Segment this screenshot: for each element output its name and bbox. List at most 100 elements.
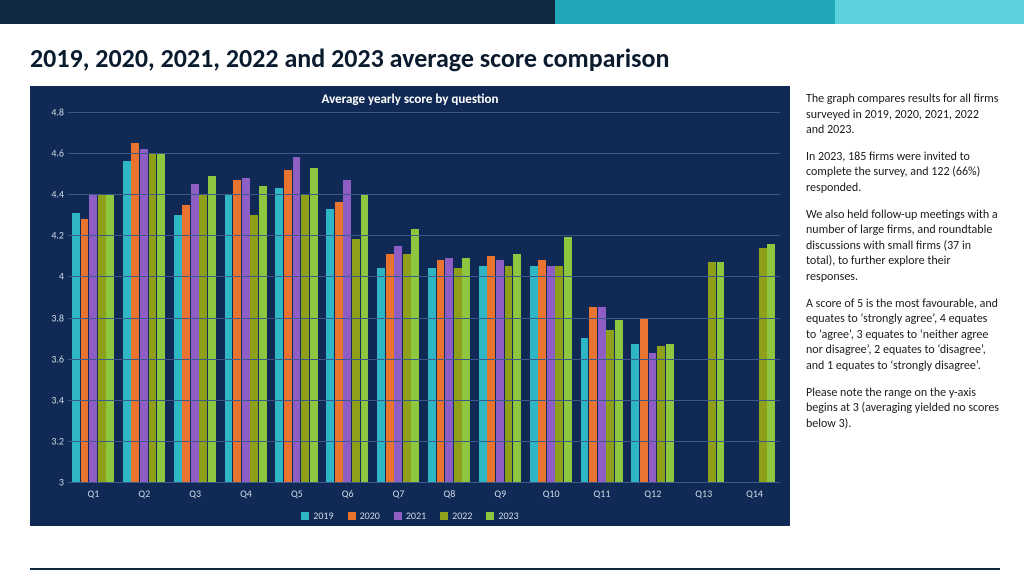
x-tick-label: Q11 [577, 487, 628, 500]
gridline [68, 235, 780, 236]
x-tick-label: Q12 [627, 487, 678, 500]
bar [445, 258, 453, 482]
legend-swatch [348, 512, 356, 520]
sidebar-p2: In 2023, 185 firms were invited to compl… [806, 150, 1000, 197]
bar [598, 307, 606, 482]
bar [310, 168, 318, 483]
legend-item: 2021 [394, 509, 426, 522]
bar [717, 262, 725, 482]
legend-swatch [440, 512, 448, 520]
bar [386, 254, 394, 482]
sidebar-text: The graph compares results for all firms… [806, 86, 1000, 526]
bar [530, 266, 538, 482]
x-tick-label: Q4 [221, 487, 272, 500]
gridline [68, 194, 780, 195]
bar-group: Q14 [729, 112, 780, 482]
bar-group: Q12 [627, 112, 678, 482]
bar [250, 215, 258, 482]
y-tick-label: 3.4 [38, 393, 64, 406]
bar [343, 180, 351, 482]
sidebar-p5: Please note the range on the y-axis begi… [806, 386, 1000, 433]
bar-group: Q13 [678, 112, 729, 482]
bar [140, 149, 148, 482]
legend-swatch [486, 512, 494, 520]
bar [242, 178, 250, 482]
bar [106, 194, 114, 482]
y-tick-label: 4.2 [38, 229, 64, 242]
legend-item: 2020 [348, 509, 380, 522]
sidebar-p4: A score of 5 is the most favourable, and… [806, 297, 1000, 375]
bar-group: Q4 [221, 112, 272, 482]
x-tick-label: Q7 [373, 487, 424, 500]
bar [564, 237, 572, 482]
legend-item: 2023 [486, 509, 518, 522]
bar [606, 330, 614, 482]
bar [293, 157, 301, 482]
gridline [68, 318, 780, 319]
header-seg-2 [555, 0, 835, 24]
sidebar-p3: We also held follow-up meetings with a n… [806, 208, 1000, 286]
bar [208, 176, 216, 482]
bar-group: Q7 [373, 112, 424, 482]
sidebar-p1: The graph compares results for all firms… [806, 92, 1000, 139]
header-bar [0, 0, 1024, 24]
page-title: 2019, 2020, 2021, 2022 and 2023 average … [0, 24, 1024, 86]
legend-item: 2019 [301, 509, 333, 522]
bar-group: Q6 [322, 112, 373, 482]
legend-item: 2022 [440, 509, 472, 522]
x-tick-label: Q13 [678, 487, 729, 500]
legend-swatch [301, 512, 309, 520]
footer-rule [30, 568, 1000, 570]
bar [437, 260, 445, 482]
bar [513, 254, 521, 482]
bar [411, 229, 419, 482]
bar [589, 307, 597, 482]
x-tick-label: Q3 [170, 487, 221, 500]
bar [759, 248, 767, 482]
bar [505, 266, 513, 482]
bar [555, 266, 563, 482]
bar [98, 194, 106, 482]
header-seg-1 [0, 0, 555, 24]
bar [81, 219, 89, 482]
bar [199, 194, 207, 482]
bar [666, 344, 674, 482]
gridline [68, 276, 780, 277]
chart-title: Average yearly score by question [30, 86, 790, 109]
gridline [68, 441, 780, 442]
header-seg-3 [835, 0, 1024, 24]
bar [496, 260, 504, 482]
legend-label: 2022 [452, 509, 472, 522]
bar [454, 268, 462, 482]
legend-label: 2023 [498, 509, 518, 522]
x-tick-label: Q9 [475, 487, 526, 500]
legend-label: 2020 [360, 509, 380, 522]
bar [275, 188, 283, 482]
bar [767, 244, 775, 482]
bar [89, 194, 97, 482]
x-tick-label: Q5 [271, 487, 322, 500]
bar [538, 260, 546, 482]
bar [581, 338, 589, 482]
legend-label: 2019 [313, 509, 333, 522]
y-tick-label: 4 [38, 270, 64, 283]
bar-group: Q1 [68, 112, 119, 482]
bar [708, 262, 716, 482]
bar [301, 194, 309, 482]
bar [547, 266, 555, 482]
y-tick-label: 3.8 [38, 311, 64, 324]
bar [284, 170, 292, 482]
gridline [68, 112, 780, 113]
chart-bars-layer: Q1Q2Q3Q4Q5Q6Q7Q8Q9Q10Q11Q12Q13Q14 [68, 112, 780, 482]
bar-group: Q2 [119, 112, 170, 482]
y-tick-label: 4.8 [38, 106, 64, 119]
bar-group: Q10 [526, 112, 577, 482]
y-tick-label: 3.6 [38, 352, 64, 365]
gridline [68, 400, 780, 401]
bar [394, 246, 402, 482]
bar [361, 194, 369, 482]
x-tick-label: Q1 [68, 487, 119, 500]
x-tick-label: Q2 [119, 487, 170, 500]
bar [191, 184, 199, 482]
y-tick-label: 4.6 [38, 147, 64, 160]
